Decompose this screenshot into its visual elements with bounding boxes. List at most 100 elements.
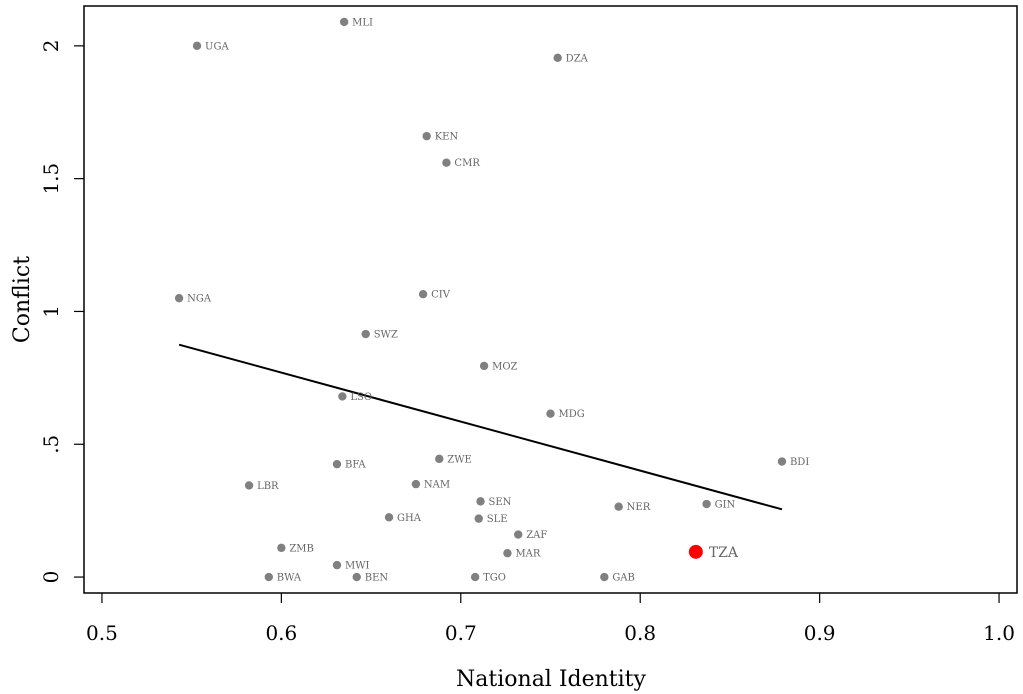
point-label: ZAF — [526, 530, 547, 541]
point-marker — [546, 409, 555, 418]
y-axis: 0 .5 1 1.5 2 — [39, 39, 84, 583]
data-point-lso: LSO — [338, 392, 372, 403]
point-marker — [435, 454, 444, 464]
data-point-bdi: BDI — [777, 457, 809, 468]
point-marker — [614, 502, 623, 511]
data-point-mdg: MDG — [546, 409, 585, 420]
data-point-swz: SWZ — [361, 329, 398, 341]
point-marker — [553, 53, 562, 62]
data-point-mar: MAR — [503, 549, 541, 560]
point-label: TZA — [709, 545, 739, 561]
point-label: ZWE — [447, 454, 472, 465]
point-label: TGO — [483, 573, 506, 584]
point-label: LBR — [257, 481, 279, 492]
point-marker — [384, 513, 394, 522]
data-point-tza: TZA — [688, 544, 739, 561]
plot-border — [83, 5, 1018, 594]
fit-line-layer — [178, 343, 783, 511]
point-label: KEN — [435, 132, 459, 143]
y-tick-label: 1 — [39, 305, 63, 318]
point-label: BWA — [277, 573, 302, 584]
data-point-tgo: TGO — [470, 573, 506, 584]
data-point-civ: CIV — [418, 289, 451, 301]
point-marker — [600, 572, 609, 582]
point-marker — [777, 457, 787, 466]
data-point-uga: UGA — [192, 41, 229, 52]
point-label: GIN — [715, 500, 736, 511]
data-point-gab: GAB — [600, 573, 635, 584]
point-marker — [474, 514, 483, 523]
point-label: BFA — [345, 460, 366, 471]
point-marker — [192, 41, 202, 51]
x-tick-label: 0.8 — [624, 621, 656, 645]
data-point-cmr: CMR — [442, 158, 480, 169]
data-point-nam: NAM — [411, 479, 450, 491]
points-layer: MLI UGA DZA KEN CMR NGA CIV SWZ MOZ LSO MDG BDI ZWE B… — [174, 17, 809, 584]
data-point-ben: BEN — [352, 572, 389, 584]
point-label: MDG — [559, 409, 585, 420]
point-label: GHA — [397, 513, 422, 524]
data-point-bfa: BFA — [332, 459, 366, 471]
plot-frame — [83, 5, 1018, 594]
data-point-mli: MLI — [339, 17, 373, 28]
data-point-bwa: BWA — [264, 572, 302, 584]
data-point-gha: GHA — [384, 513, 422, 524]
point-label: BEN — [365, 573, 389, 584]
point-label: CIV — [431, 290, 451, 301]
point-label: SEN — [489, 497, 512, 508]
data-point-sen: SEN — [476, 497, 512, 508]
point-marker — [332, 560, 342, 570]
data-point-lbr: LBR — [244, 481, 279, 492]
data-point-ner: NER — [614, 502, 651, 513]
data-point-ken: KEN — [422, 132, 458, 143]
point-marker — [174, 293, 184, 303]
point-marker — [418, 289, 428, 299]
x-axis-title: National Identity — [456, 667, 646, 692]
point-marker — [332, 459, 342, 469]
point-marker — [476, 497, 485, 506]
point-label: LSO — [350, 392, 372, 403]
point-marker — [702, 499, 711, 509]
point-marker — [277, 543, 286, 553]
point-label: CMR — [454, 158, 480, 169]
x-tick-label: 1.0 — [983, 621, 1015, 645]
point-label: NER — [627, 502, 651, 513]
y-tick-label: .5 — [39, 435, 63, 454]
point-marker — [338, 392, 347, 401]
point-label: GAB — [612, 573, 635, 584]
point-marker — [422, 131, 431, 141]
point-marker — [479, 361, 489, 371]
data-point-zaf: ZAF — [514, 530, 547, 541]
data-point-mwi: MWI — [332, 560, 370, 572]
data-point-dza: DZA — [553, 53, 589, 64]
y-tick-label: 2 — [39, 39, 63, 52]
data-point-gin: GIN — [702, 499, 736, 511]
data-point-sle: SLE — [474, 514, 508, 525]
y-tick-label: 1.5 — [39, 163, 63, 195]
x-tick-label: 0.9 — [804, 621, 836, 645]
point-marker — [688, 544, 703, 559]
point-marker — [244, 481, 254, 490]
point-marker — [352, 572, 361, 582]
data-point-nga: NGA — [174, 293, 212, 305]
point-label: UGA — [205, 41, 229, 52]
point-label: MWI — [345, 561, 370, 572]
point-label: SWZ — [374, 330, 398, 341]
x-axis: 0.5 0.6 0.7 0.8 0.9 1.0 — [86, 593, 1015, 645]
point-marker — [503, 548, 512, 558]
point-marker — [411, 479, 421, 489]
point-label: SLE — [487, 514, 508, 525]
point-marker — [361, 329, 370, 339]
x-tick-label: 0.6 — [265, 621, 297, 645]
point-label: DZA — [566, 53, 589, 64]
point-label: MLI — [352, 17, 373, 28]
point-label: BDI — [790, 457, 809, 468]
point-marker — [264, 572, 274, 582]
point-label: MAR — [515, 549, 540, 560]
point-label: NGA — [187, 294, 212, 305]
point-marker — [442, 158, 451, 167]
x-tick-label: 0.5 — [86, 621, 118, 645]
x-tick-label: 0.7 — [445, 621, 477, 645]
fit-line — [178, 343, 783, 511]
